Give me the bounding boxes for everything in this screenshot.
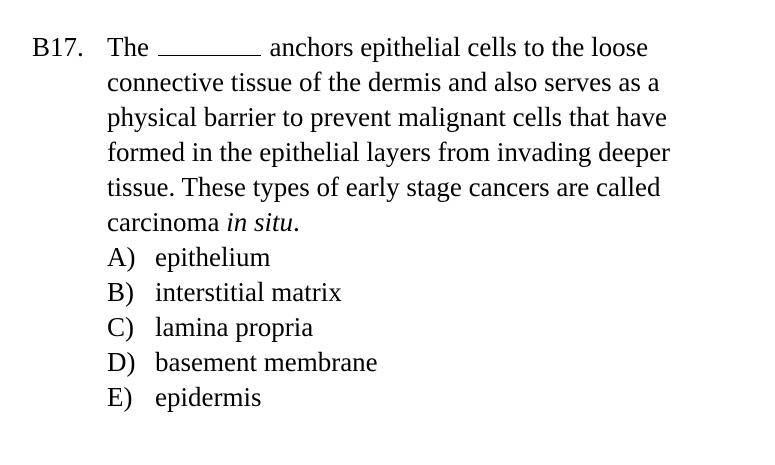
answer-option-a[interactable]: A) epithelium	[107, 240, 378, 275]
stem-line: tissue. These types of early stage cance…	[107, 172, 661, 202]
option-text: epidermis	[155, 382, 262, 412]
option-letter: D)	[107, 347, 136, 377]
option-letter: E)	[107, 382, 133, 412]
option-text: epithelium	[155, 242, 271, 272]
option-letter: B)	[107, 277, 134, 307]
answer-option-c[interactable]: C) lamina propria	[107, 310, 378, 345]
stem-line: formed in the epithelial layers from inv…	[107, 137, 671, 167]
answer-option-b[interactable]: B) interstitial matrix	[107, 275, 378, 310]
answer-option-e[interactable]: E) epidermis	[107, 380, 378, 415]
stem-line: physical barrier to prevent malignant ce…	[107, 102, 668, 132]
question-number: B17.	[32, 32, 84, 62]
option-text: basement membrane	[155, 347, 378, 377]
option-letter: C)	[107, 312, 134, 342]
answer-options: A) epithelium B) interstitial matrix C) lam…	[107, 240, 378, 415]
option-text: lamina propria	[155, 312, 314, 342]
stem-text: The	[107, 32, 149, 62]
answer-blank	[157, 31, 261, 56]
stem-text: anchors epithelial cells to the loose	[269, 32, 649, 62]
stem-line: carcinoma in situ.	[107, 205, 752, 240]
option-letter: A)	[107, 242, 136, 272]
option-text: interstitial matrix	[155, 277, 342, 307]
stem-text: .	[292, 207, 300, 237]
answer-option-d[interactable]: D) basement membrane	[107, 345, 378, 380]
question-stem: The anchors epithelial cells to the loos…	[107, 30, 752, 240]
italic-term: in situ	[226, 207, 293, 237]
stem-line: The anchors epithelial cells to the loos…	[107, 30, 752, 65]
stem-line: connective tissue of the dermis and also…	[107, 67, 660, 97]
stem-text: carcinoma	[107, 207, 220, 237]
